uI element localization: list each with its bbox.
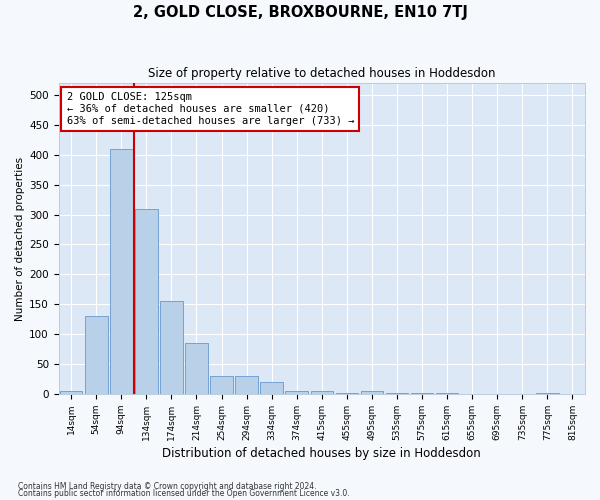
X-axis label: Distribution of detached houses by size in Hoddesdon: Distribution of detached houses by size … <box>163 447 481 460</box>
Y-axis label: Number of detached properties: Number of detached properties <box>15 156 25 320</box>
Bar <box>110 149 133 394</box>
Bar <box>185 343 208 394</box>
Text: 2, GOLD CLOSE, BROXBOURNE, EN10 7TJ: 2, GOLD CLOSE, BROXBOURNE, EN10 7TJ <box>133 5 467 20</box>
Bar <box>260 382 283 394</box>
Bar <box>361 391 383 394</box>
Text: 2 GOLD CLOSE: 125sqm
← 36% of detached houses are smaller (420)
63% of semi-deta: 2 GOLD CLOSE: 125sqm ← 36% of detached h… <box>67 92 354 126</box>
Bar <box>210 376 233 394</box>
Bar <box>160 302 183 394</box>
Bar <box>135 208 158 394</box>
Bar <box>85 316 107 394</box>
Bar <box>235 376 258 394</box>
Text: Contains HM Land Registry data © Crown copyright and database right 2024.: Contains HM Land Registry data © Crown c… <box>18 482 317 491</box>
Text: Contains public sector information licensed under the Open Government Licence v3: Contains public sector information licen… <box>18 490 350 498</box>
Bar <box>311 391 333 394</box>
Bar <box>286 391 308 394</box>
Title: Size of property relative to detached houses in Hoddesdon: Size of property relative to detached ho… <box>148 68 496 80</box>
Bar <box>60 391 82 394</box>
